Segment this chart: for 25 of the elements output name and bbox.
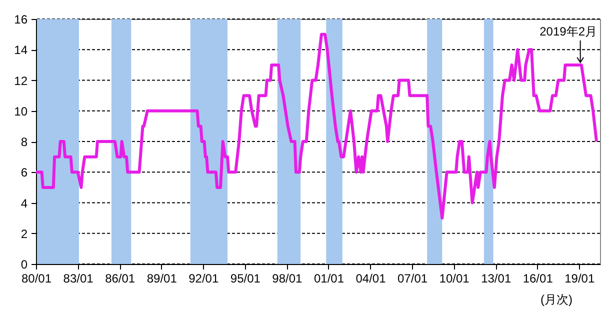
y-tick-label: 16 xyxy=(14,12,28,26)
x-tick-label: 01/01 xyxy=(314,272,344,286)
annotation: 2019年2月 xyxy=(540,24,598,38)
x-tick-label: 86/01 xyxy=(105,272,136,286)
x-tick-label: 92/01 xyxy=(188,272,219,286)
y-tick-label: 10 xyxy=(14,104,28,118)
y-tick-label: 4 xyxy=(20,196,28,210)
x-tick-label: 98/01 xyxy=(272,272,303,286)
x-tick-label: 04/01 xyxy=(356,272,386,286)
x-axis-title: (月次) xyxy=(540,292,572,306)
y-tick-label: 0 xyxy=(20,258,28,272)
x-tick-label: 89/01 xyxy=(146,272,178,286)
y-tick-label: 12 xyxy=(14,74,28,88)
y-tick-label: 6 xyxy=(20,166,28,180)
y-tick-label: 8 xyxy=(20,135,28,149)
x-tick-label: 10/01 xyxy=(439,272,470,286)
y-tick-label: 2 xyxy=(20,226,28,241)
x-tick-label: 95/01 xyxy=(230,272,261,286)
x-tick-label: 19/01 xyxy=(564,272,595,286)
x-tick-label: 83/01 xyxy=(63,272,94,286)
x-tick-label: 13/01 xyxy=(481,272,512,286)
y-tick-label: 14 xyxy=(14,43,28,58)
x-tick-label: 07/01 xyxy=(398,272,428,286)
x-tick-label: 80/01 xyxy=(21,272,52,286)
x-tick-label: 16/01 xyxy=(522,272,554,286)
